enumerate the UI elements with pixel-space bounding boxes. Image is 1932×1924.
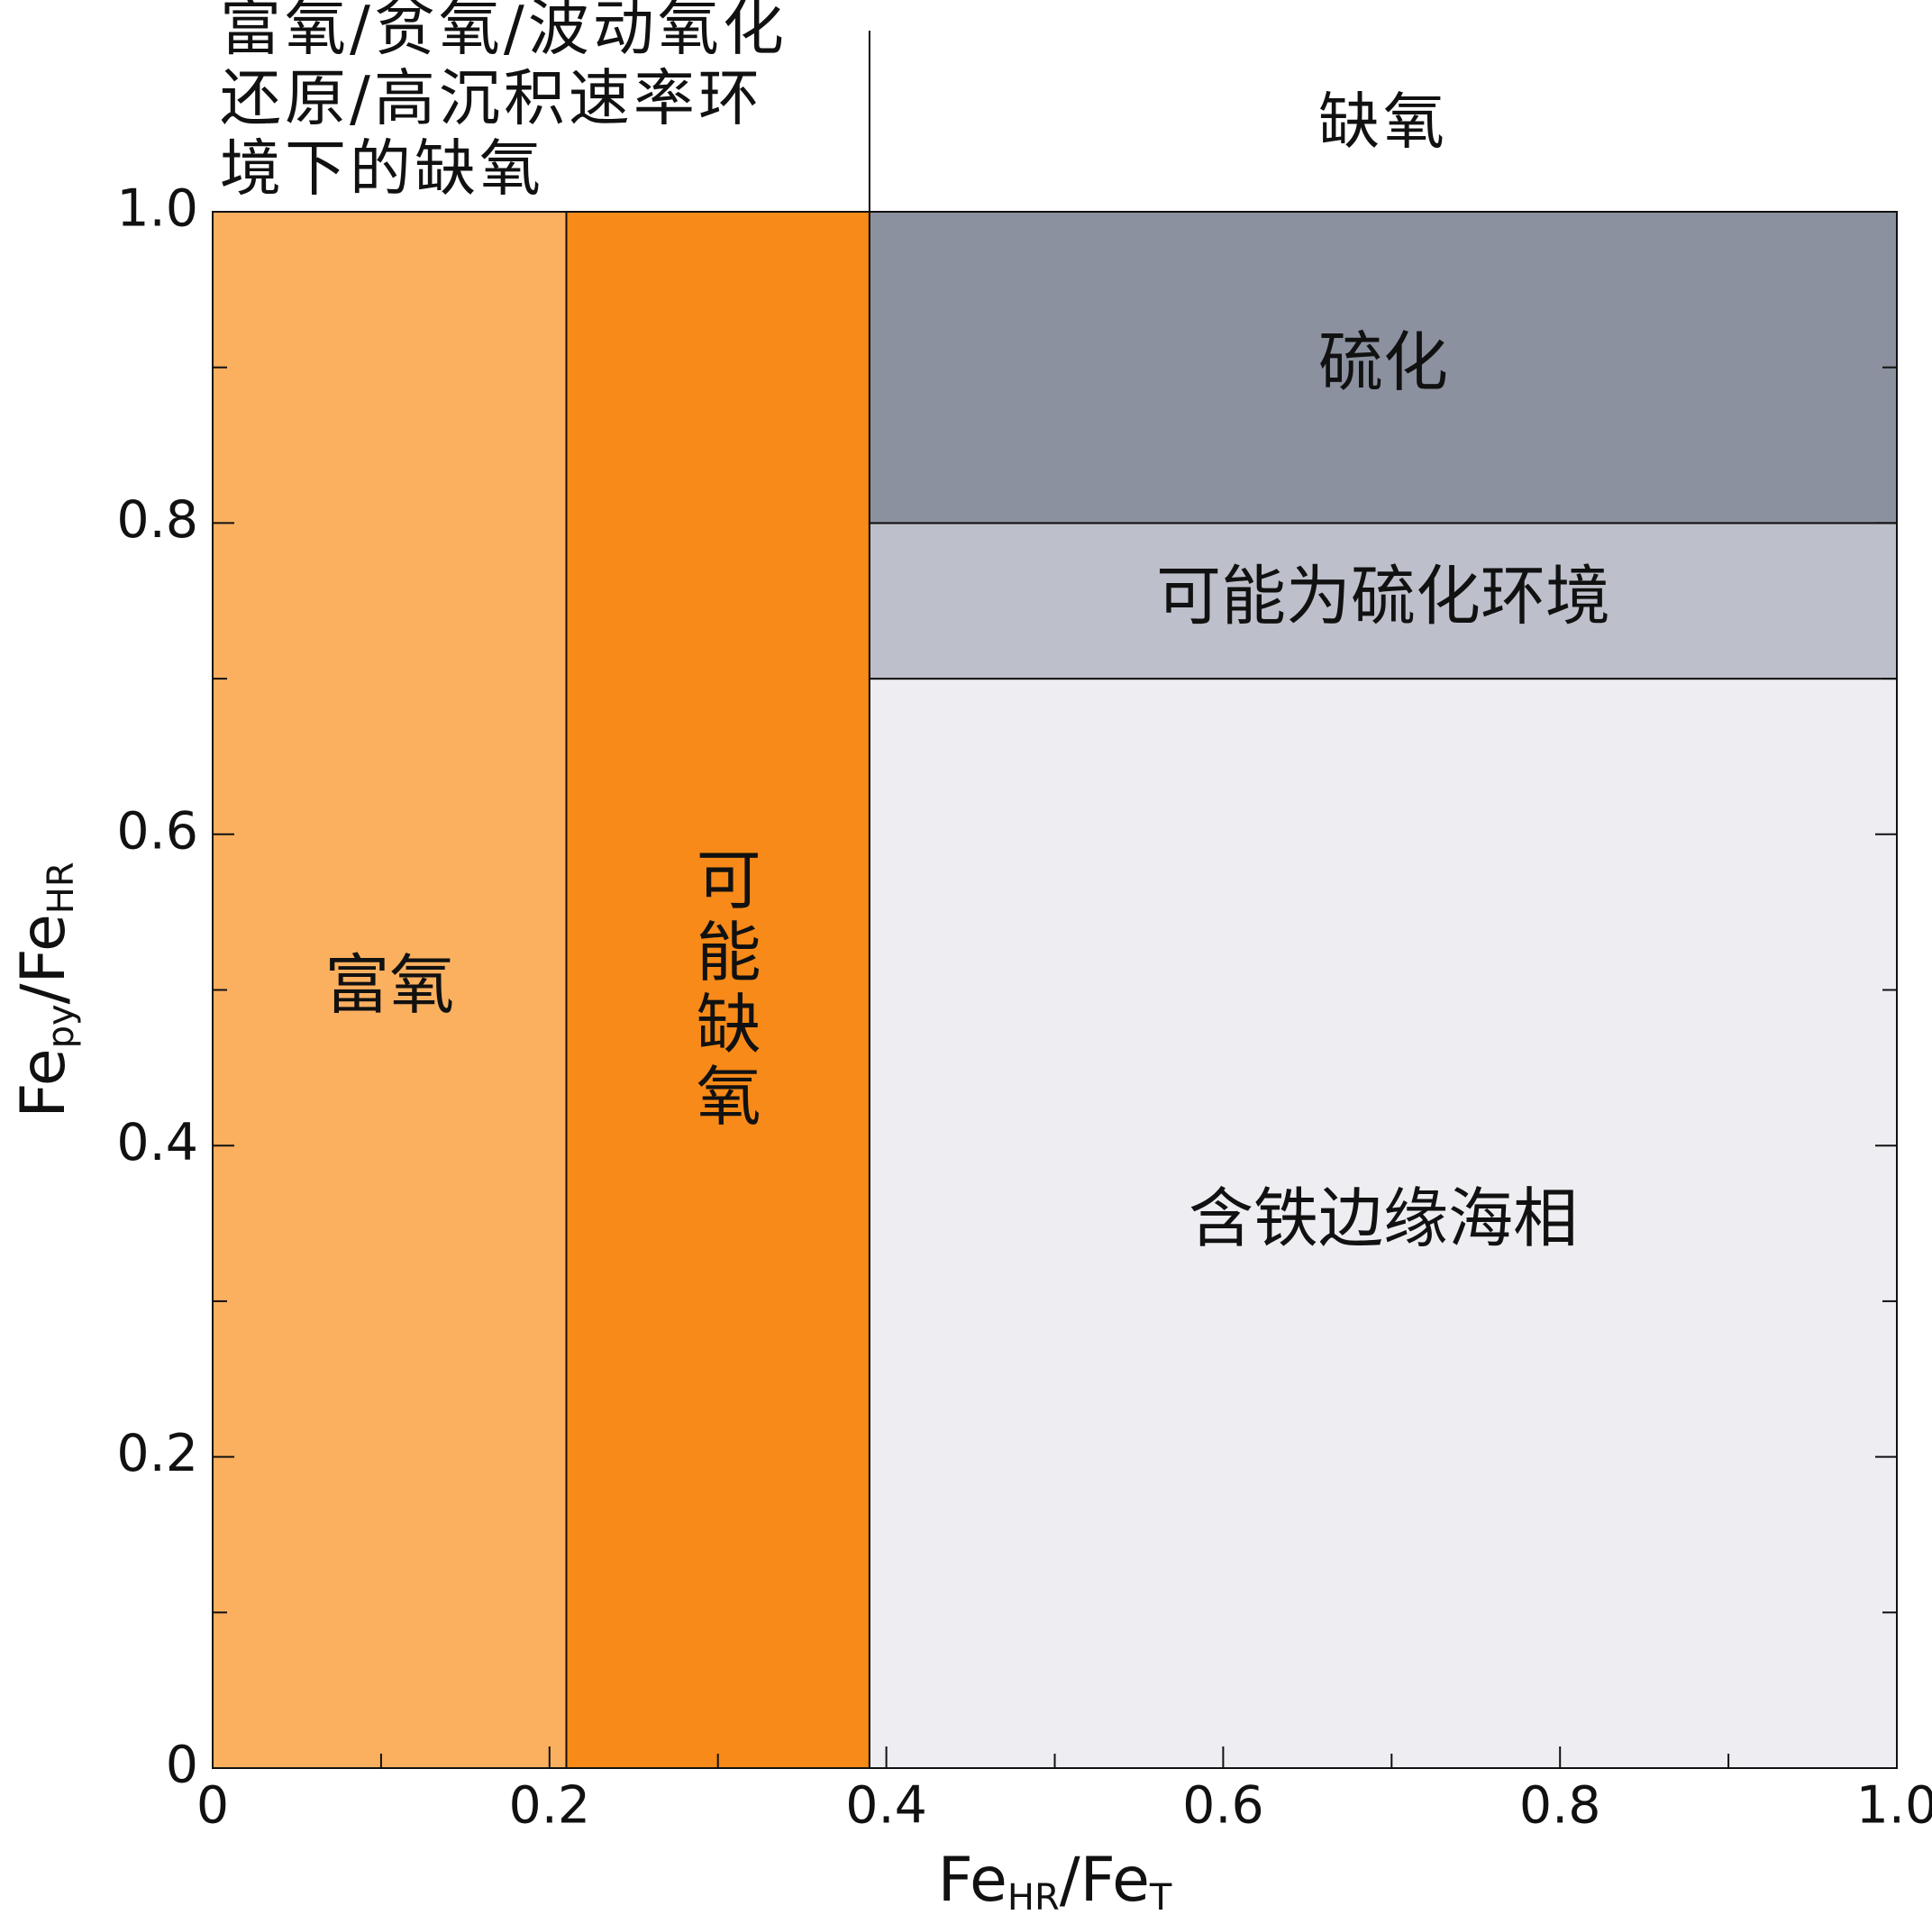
- y-axis-label: Fepy/FeHR: [8, 862, 82, 1117]
- y-tick-label: 0.4: [116, 1113, 198, 1172]
- y-axis-label-part: py: [41, 1004, 82, 1048]
- region-label: 含铁边缘海相: [1189, 1181, 1578, 1256]
- x-axis-label-part: /Fe: [1060, 1845, 1150, 1916]
- x-tick-label: 0: [196, 1776, 229, 1836]
- y-axis-label-part: HR: [41, 862, 82, 914]
- x-tick-label: 0.2: [508, 1776, 590, 1836]
- y-axis-label-part: Fe: [8, 1048, 79, 1117]
- x-axis-label: FeHR/FeT: [938, 1845, 1172, 1919]
- annotation: 富氧/贫氧/波动氧化: [220, 0, 788, 65]
- x-axis-label-part: HR: [1007, 1877, 1060, 1919]
- region-label: 硫化: [1318, 324, 1448, 400]
- region-label: 富氧: [324, 947, 454, 1023]
- annotation: 缺氧: [1318, 87, 1448, 159]
- y-tick-label: 0.6: [116, 801, 198, 861]
- region-label: 可能缺氧: [685, 846, 761, 1135]
- x-tick-label: 0.6: [1182, 1776, 1264, 1836]
- x-tick-label: 0.8: [1519, 1776, 1601, 1836]
- region: [212, 211, 568, 1769]
- y-tick-label: 1.0: [116, 179, 198, 239]
- annotation: 境下的缺氧: [220, 134, 544, 205]
- x-tick-label: 1.0: [1856, 1776, 1932, 1836]
- y-tick-label: 0.2: [116, 1424, 198, 1483]
- region: [565, 211, 870, 1769]
- x-tick-label: 0.4: [845, 1776, 927, 1836]
- y-tick-label: 0.8: [116, 490, 198, 550]
- region: [868, 211, 1898, 524]
- region: [868, 522, 1898, 680]
- y-tick-label: 0: [166, 1736, 198, 1795]
- y-axis-label-part: /Fe: [8, 914, 79, 1004]
- x-axis-label-part: T: [1149, 1877, 1172, 1919]
- annotation: 还原/高沉积速率环: [220, 64, 763, 135]
- x-axis-label-part: Fe: [938, 1845, 1007, 1916]
- region-label: 可能为硫化环境: [1156, 558, 1610, 634]
